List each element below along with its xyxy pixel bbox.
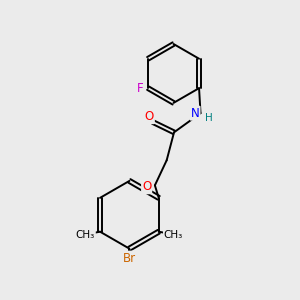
Text: O: O — [145, 110, 154, 123]
Text: F: F — [136, 82, 143, 95]
Text: N: N — [191, 107, 200, 120]
Text: CH₃: CH₃ — [164, 230, 183, 240]
Text: H: H — [205, 113, 213, 124]
Text: CH₃: CH₃ — [76, 230, 95, 240]
Text: Br: Br — [123, 252, 136, 265]
Text: O: O — [142, 180, 151, 193]
